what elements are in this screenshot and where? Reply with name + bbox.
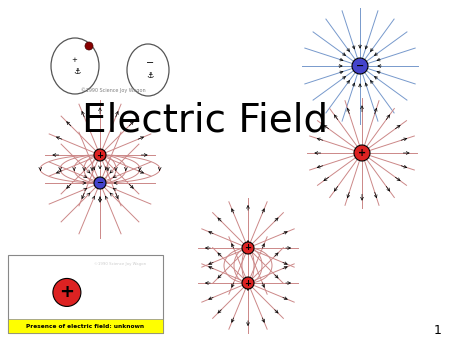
Circle shape [85,42,93,50]
Text: Electric Field: Electric Field [82,101,328,139]
Text: −: − [146,58,154,68]
Text: +: + [96,150,104,160]
Text: 1: 1 [434,323,442,337]
Text: +: + [244,243,252,252]
Bar [8,319,163,333]
Text: +: + [59,284,74,301]
Text: ⚓: ⚓ [73,67,81,76]
Circle shape [242,277,254,289]
Circle shape [94,177,106,189]
Text: Presence of electric field: unknown: Presence of electric field: unknown [27,323,144,329]
Text: +: + [358,148,366,158]
Circle shape [352,58,368,74]
Text: ©1990 Science Joy Wagon: ©1990 Science Joy Wagon [94,262,146,266]
Circle shape [354,145,370,161]
Text: +: + [71,57,77,63]
Circle shape [242,242,254,254]
Text: ©1990 Science Joy Wagon: ©1990 Science Joy Wagon [81,87,145,93]
Text: −: − [96,178,104,188]
Text: ⚓: ⚓ [146,71,153,80]
Circle shape [94,149,106,161]
Bar [8,255,163,333]
Circle shape [53,279,81,307]
Text: +: + [244,279,252,288]
Text: −: − [356,61,364,71]
